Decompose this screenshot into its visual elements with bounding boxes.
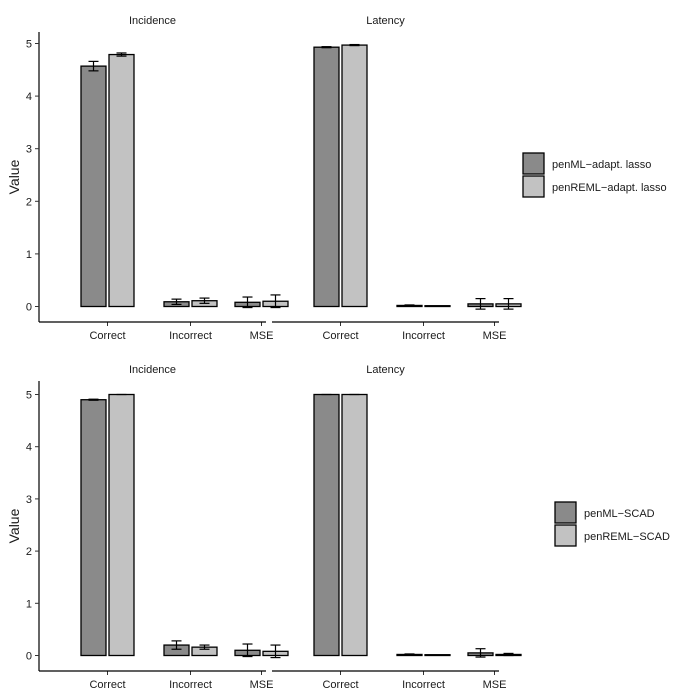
y-tick-label: 1 xyxy=(26,249,32,261)
bar-correct-s1 xyxy=(341,44,368,308)
y-tick-label: 3 xyxy=(26,144,32,156)
x-tick-label: MSE xyxy=(250,330,274,342)
panel-title: Latency xyxy=(366,15,405,27)
bar-correct-s1 xyxy=(108,393,135,657)
y-tick-label: 2 xyxy=(26,196,32,208)
x-tick-label: Correct xyxy=(89,679,125,691)
x-tick-label: MSE xyxy=(483,679,507,691)
bar-correct-s1 xyxy=(341,393,368,657)
panel-incidence-0: Incidence Correct Incorrect MSE xyxy=(39,15,289,342)
x-tick-label: Incorrect xyxy=(402,330,445,342)
legend-label-1: penREML−SCAD xyxy=(584,531,670,543)
x-tick-label: Incorrect xyxy=(169,330,212,342)
y-tick-label: 5 xyxy=(26,390,32,402)
y-axis-title: Value xyxy=(6,508,22,543)
y-axis-title: Value xyxy=(6,159,22,194)
panel-incidence-1: Incidence Correct Incorrect MSE xyxy=(39,364,289,691)
legend-label-0: penML−adapt. lasso xyxy=(552,159,651,171)
x-tick-label: Incorrect xyxy=(402,679,445,691)
legend: penML−SCAD penREML−SCAD xyxy=(554,501,670,547)
x-tick-label: MSE xyxy=(250,679,274,691)
y-tick-label: 0 xyxy=(26,651,32,663)
bar-correct-s0 xyxy=(80,399,107,657)
y-tick-label: 4 xyxy=(26,442,32,454)
legend-swatch-1 xyxy=(554,524,577,547)
y-tick-label: 0 xyxy=(26,302,32,314)
legend-swatch-1 xyxy=(522,175,545,198)
legend: penML−adapt. lasso penREML−adapt. lasso xyxy=(522,152,667,198)
legend-swatch-0 xyxy=(522,152,545,175)
panel-latency-1: Latency Correct Incorrect MSE xyxy=(272,364,522,691)
bar-correct-s0 xyxy=(313,46,340,308)
legend-label-0: penML−SCAD xyxy=(584,508,655,520)
panel-title: Incidence xyxy=(129,364,176,376)
x-tick-label: Correct xyxy=(322,679,358,691)
bar-correct-s0 xyxy=(313,393,340,657)
y-tick-label: 3 xyxy=(26,494,32,506)
panel-title: Latency xyxy=(366,364,405,376)
bar-correct-s0 xyxy=(80,65,107,308)
legend-swatch-0 xyxy=(554,501,577,524)
panel-latency-0: Latency Correct Incorrect MSE xyxy=(272,15,522,342)
x-tick-label: Correct xyxy=(322,330,358,342)
x-tick-label: MSE xyxy=(483,330,507,342)
y-tick-label: 4 xyxy=(26,91,32,103)
y-tick-label: 2 xyxy=(26,546,32,558)
y-tick-label: 1 xyxy=(26,598,32,610)
x-tick-label: Correct xyxy=(89,330,125,342)
panel-title: Incidence xyxy=(129,15,176,27)
x-tick-label: Incorrect xyxy=(169,679,212,691)
bar-correct-s1 xyxy=(108,53,135,308)
legend-label-1: penREML−adapt. lasso xyxy=(552,182,667,194)
y-tick-label: 5 xyxy=(26,39,32,51)
